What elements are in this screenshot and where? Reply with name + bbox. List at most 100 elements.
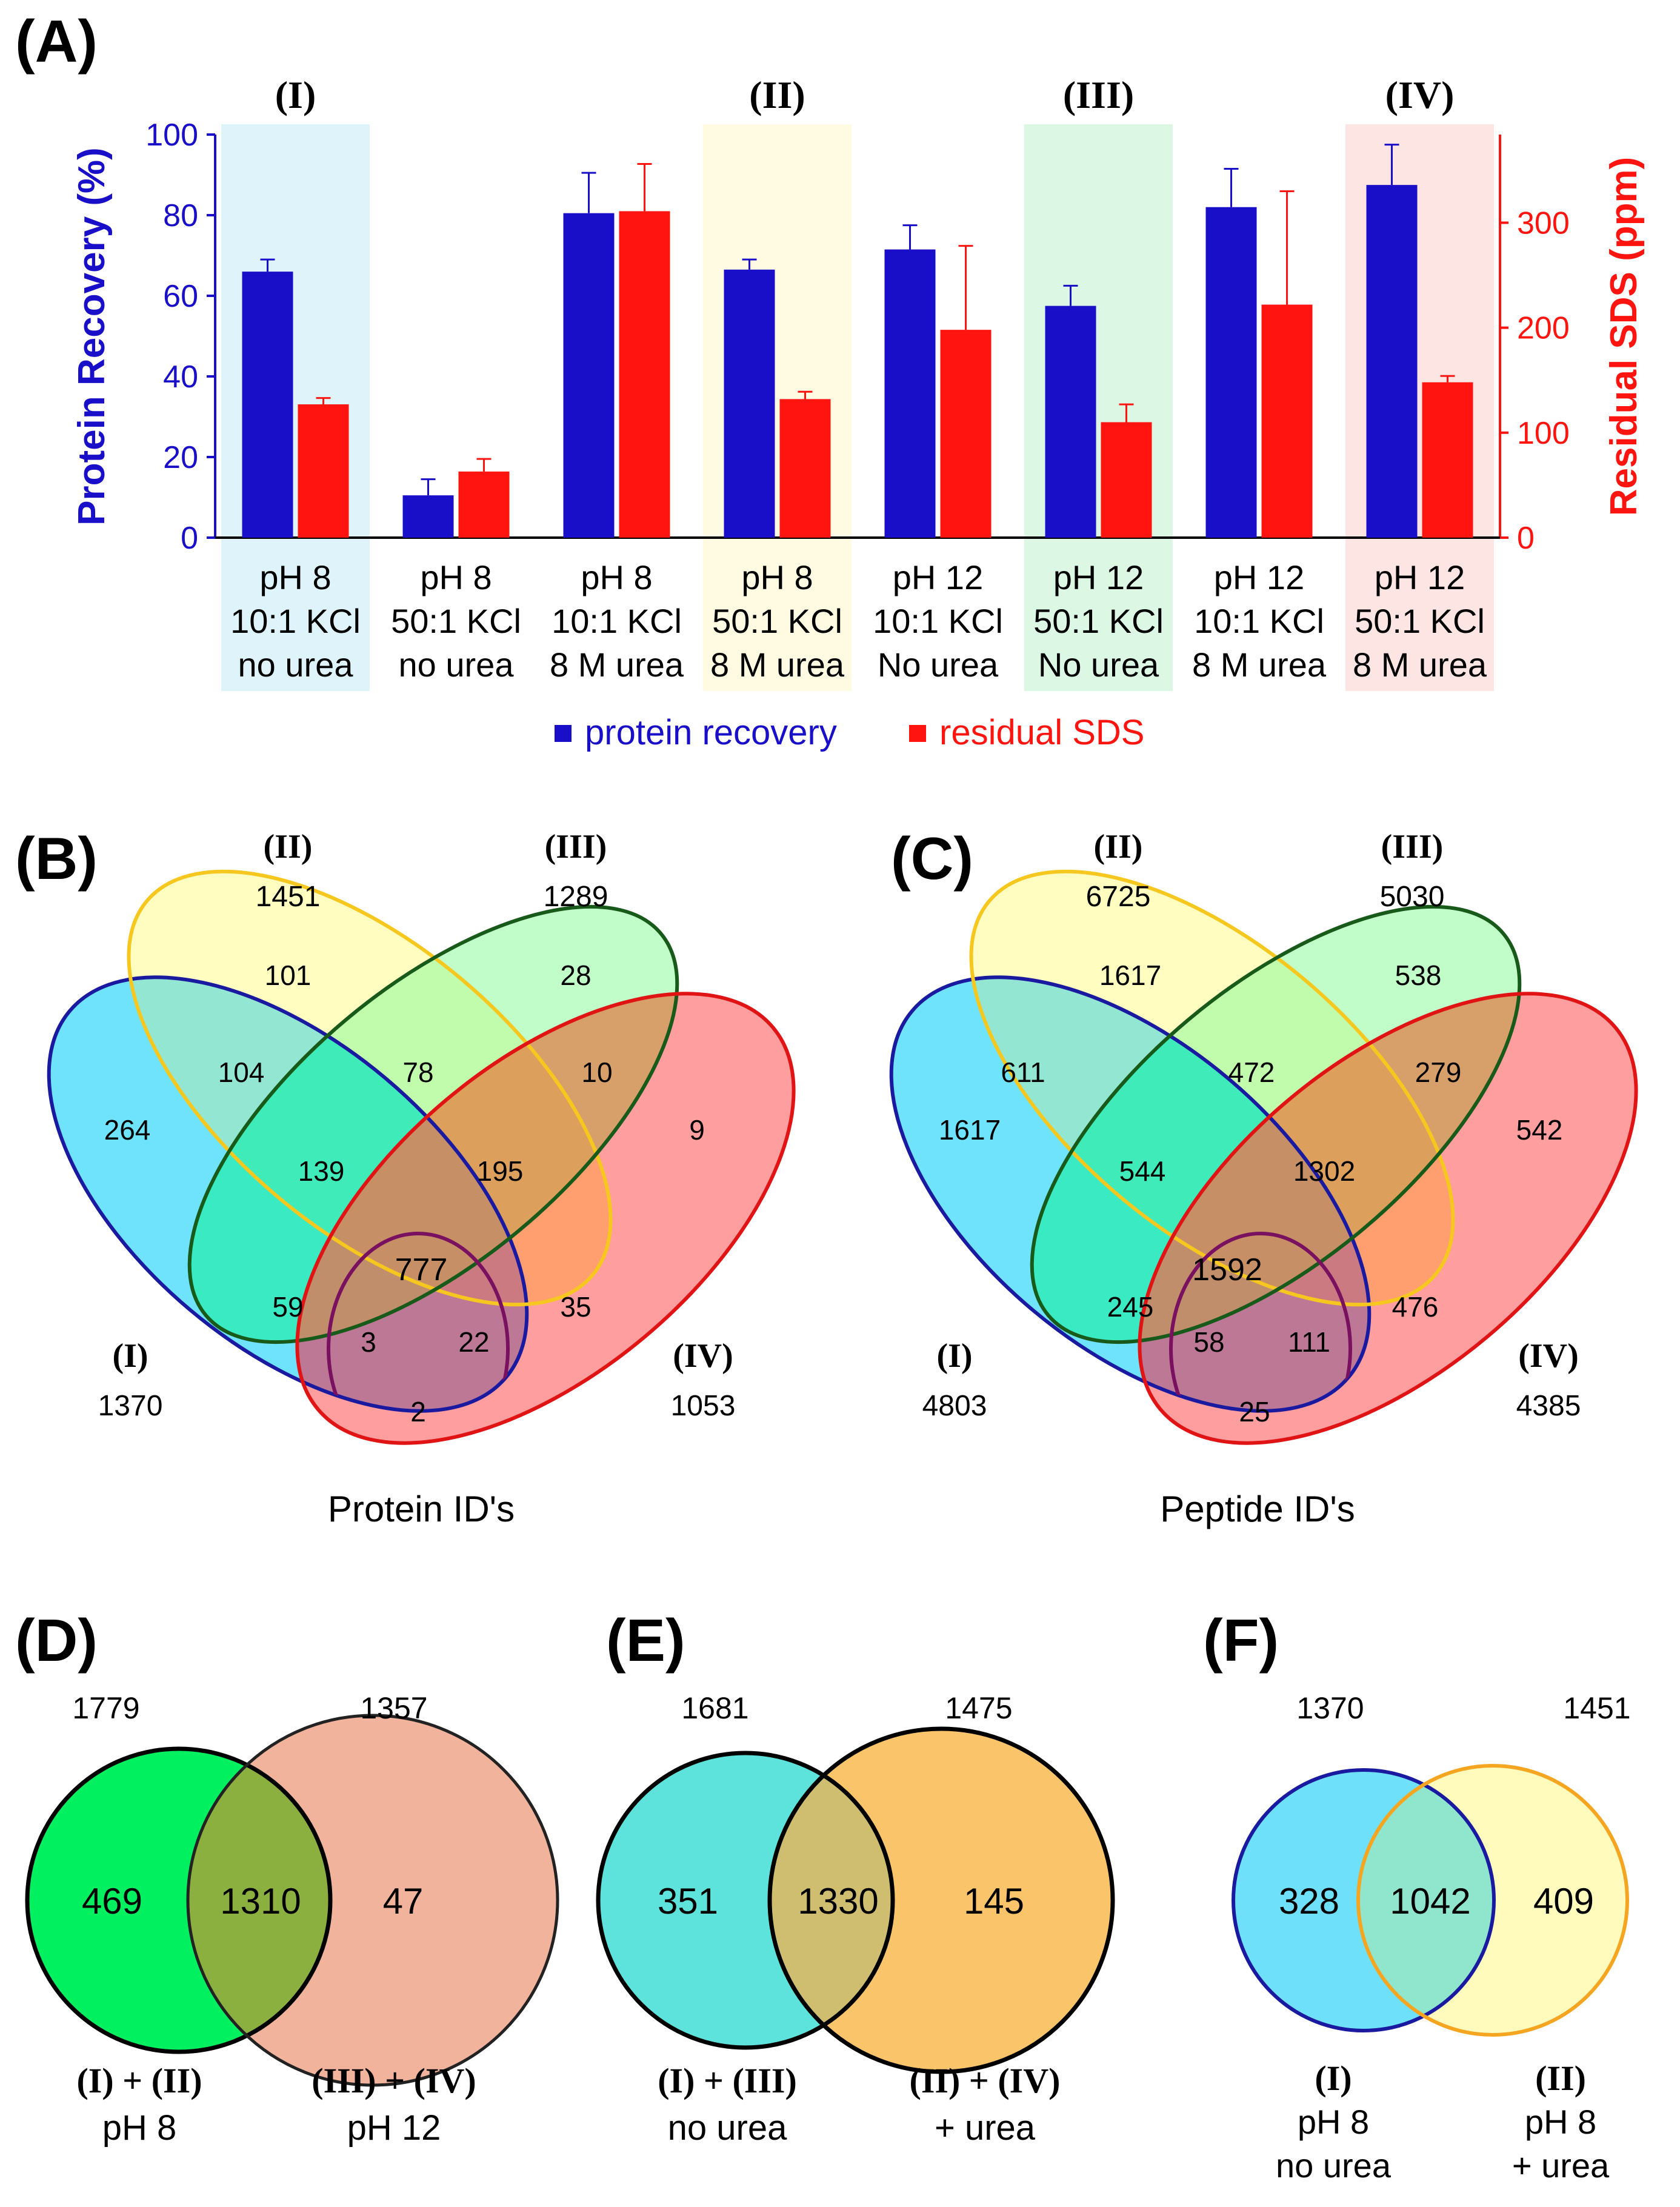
group-label: (II) <box>749 73 805 116</box>
set-label-i: (I) <box>112 1337 148 1375</box>
set-total-iii: 1289 <box>544 881 608 913</box>
intersection-count: 1310 <box>220 1881 301 1922</box>
venn-region: 101 <box>265 960 312 991</box>
set-label-iii: (III) <box>1381 828 1444 866</box>
category-label: 8 M urea <box>1192 646 1327 684</box>
venn-region: 542 <box>1516 1114 1563 1146</box>
venn-ph8-urea: 1370 1451 328 1042 409 (I) pH 8 no urea … <box>1232 1691 1631 2185</box>
tick-label-left: 60 <box>163 279 198 314</box>
left-set-sublabel: no urea <box>668 2108 787 2148</box>
tick-label-left: 100 <box>145 118 198 153</box>
bar-residual-sds <box>458 471 510 538</box>
group-label: (III) <box>1063 73 1134 116</box>
left-total: 1779 <box>72 1691 139 1725</box>
right-set-sublabel: pH 8 <box>1525 2103 1596 2141</box>
venn-region: 59 <box>272 1291 303 1323</box>
left-only-count: 469 <box>82 1881 142 1922</box>
tick-label-right: 100 <box>1517 416 1570 451</box>
bars-layer <box>242 144 1473 538</box>
category-label: 8 M urea <box>710 646 845 684</box>
venn-region: 544 <box>1119 1155 1166 1187</box>
right-only-count: 409 <box>1533 1881 1594 1922</box>
bar-residual-sds <box>619 211 670 538</box>
category-label: 50:1 KCl <box>391 602 521 640</box>
tick-label-right: 300 <box>1517 205 1570 241</box>
tick-label-left: 20 <box>163 440 198 475</box>
bar-protein-recovery <box>1045 306 1096 538</box>
venn-region: 58 <box>1193 1326 1224 1358</box>
venn-region: 777 <box>395 1252 448 1287</box>
tick-label-left: 40 <box>163 359 198 395</box>
right-only-count: 47 <box>383 1881 424 1922</box>
venn-title-peptide: Peptide ID's <box>1160 1489 1355 1529</box>
venn-region: 1302 <box>1293 1155 1355 1187</box>
left-total: 1370 <box>1296 1691 1364 1725</box>
bar-residual-sds <box>1101 422 1152 538</box>
right-set-label: (III) + (IV) <box>312 2061 476 2100</box>
venn-region: 264 <box>104 1114 151 1146</box>
category-label: 50:1 KCl <box>1033 602 1164 640</box>
tick-label-right: 0 <box>1517 521 1535 556</box>
set-total-ii: 1451 <box>256 881 321 913</box>
set-total-iii: 5030 <box>1380 881 1445 913</box>
venn-protein-ids: 264 101 28 9 104 78 10 139 195 777 59 35… <box>47 828 796 1529</box>
venn-region: 195 <box>477 1155 524 1187</box>
venn-region: 1617 <box>939 1114 1001 1146</box>
bar-protein-recovery <box>402 495 454 538</box>
venn-region: 35 <box>560 1291 591 1323</box>
y-axis-label-left: Protein Recovery (%) <box>71 147 113 526</box>
category-label: 10:1 KCl <box>873 602 1003 640</box>
set-label-iv: (IV) <box>1518 1337 1579 1375</box>
category-label: 50:1 KCl <box>712 602 842 640</box>
left-set-label: (I) + (III) <box>658 2061 797 2100</box>
set-label-ii: (II) <box>1094 828 1143 866</box>
set-total-i: 4803 <box>922 1390 987 1422</box>
right-set-sublabel-2: + urea <box>1512 2146 1610 2185</box>
category-label: 50:1 KCl <box>1355 602 1485 640</box>
panel-label-d: (D) <box>15 1607 98 1674</box>
venn-region: 611 <box>1001 1057 1045 1088</box>
set-total-ii: 6725 <box>1086 881 1151 913</box>
right-total: 1357 <box>360 1691 427 1725</box>
tick-label-right: 200 <box>1517 311 1570 346</box>
venn-region: 476 <box>1392 1291 1439 1323</box>
venn-region: 1617 <box>1099 960 1161 991</box>
venn-ph: 1779 1357 469 1310 47 (I) + (II) pH 8 (I… <box>25 1691 559 2148</box>
right-total: 1451 <box>1563 1691 1630 1725</box>
panel-label-f: (F) <box>1203 1607 1279 1674</box>
category-label: No urea <box>878 646 999 684</box>
set-total-iv: 1053 <box>671 1390 736 1422</box>
bar-protein-recovery <box>884 249 936 538</box>
right-set-sublabel: + urea <box>935 2108 1036 2148</box>
venn-region: 111 <box>1288 1326 1330 1358</box>
venn-region: 10 <box>581 1057 612 1088</box>
category-label: pH 8 <box>741 558 813 596</box>
venn-region: 1592 <box>1192 1252 1262 1287</box>
venn-region: 279 <box>1415 1057 1462 1088</box>
venn-region: 9 <box>689 1114 705 1146</box>
legend-swatch-recovery <box>555 725 572 742</box>
venn-region: 78 <box>402 1057 433 1088</box>
panel-label-a: (A) <box>15 8 98 75</box>
intersection-count: 1042 <box>1390 1881 1470 1922</box>
set-label-iii: (III) <box>545 828 607 866</box>
set-label-i: (I) <box>936 1337 972 1375</box>
category-labels: pH 8 10:1 KCl no urea pH 8 50:1 KCl no urea pH… <box>230 558 1487 684</box>
category-label: pH 8 <box>581 558 652 596</box>
bar-protein-recovery <box>1366 185 1418 538</box>
category-label: no urea <box>399 646 515 684</box>
group-labels: (I) (II) (III) (IV) <box>275 73 1455 116</box>
category-label: 10:1 KCl <box>552 602 682 640</box>
venn-region: 25 <box>1239 1396 1270 1427</box>
right-set-label: (II) + (IV) <box>910 2061 1061 2100</box>
venn-peptide-ids: 1617 1617 538 542 611 472 279 544 1302 1… <box>889 828 1638 1529</box>
category-label: 10:1 KCl <box>230 602 361 640</box>
right-only-count: 145 <box>964 1881 1024 1922</box>
venn-title-protein: Protein ID's <box>328 1489 515 1529</box>
category-label: 10:1 KCl <box>1194 602 1324 640</box>
venn-region: 22 <box>458 1326 489 1358</box>
right-total: 1475 <box>945 1691 1012 1725</box>
venn-region: 538 <box>1395 960 1442 991</box>
venn-region: 28 <box>560 960 591 991</box>
